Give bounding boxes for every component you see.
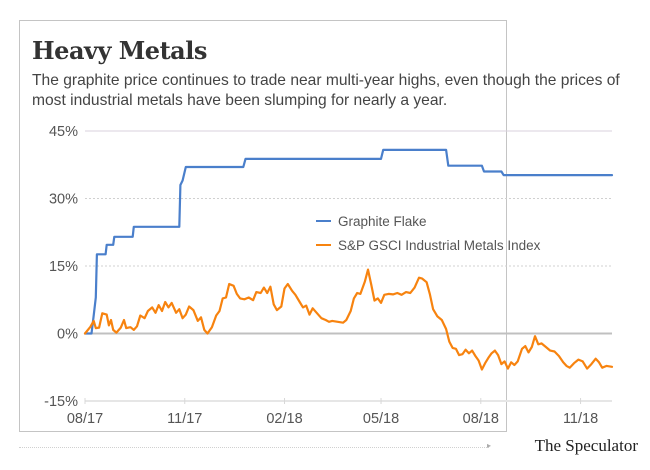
x-tick-label: 02/18 [266, 411, 302, 427]
chart-title: Heavy Metals [32, 36, 207, 65]
x-axis: 08/17 11/17 02/18 05/18 08/18 11/18 [67, 398, 598, 427]
y-tick-label: 0% [57, 327, 78, 343]
series-line-graphite-flake [83, 148, 614, 335]
y-tick-label: -15% [44, 394, 78, 410]
series-layer [83, 148, 614, 371]
chart-frame [19, 20, 507, 432]
y-tick-label: 45% [49, 124, 78, 140]
legend-label-graphite-flake: Graphite Flake [338, 214, 427, 229]
y-axis: -15% 0% 15% 30% 45% [44, 124, 78, 410]
x-tick-label: 11/18 [563, 411, 598, 427]
x-tick-label: 08/17 [67, 411, 103, 427]
chart-subtitle: The graphite price continues to trade ne… [32, 72, 620, 109]
y-tick-label: 30% [49, 192, 78, 208]
series-line-industrial-metals-index [83, 268, 614, 371]
publisher-brand: The Speculator [534, 436, 638, 455]
y-tick-label: 15% [49, 259, 78, 275]
legend: Graphite Flake S&P GSCI Industrial Metals… [316, 214, 541, 253]
x-tick-label: 08/18 [463, 411, 499, 427]
x-tick-label: 11/17 [167, 411, 202, 427]
footer-arrow-icon: ▸ [487, 441, 492, 450]
legend-label-industrial-metals-index: S&P GSCI Industrial Metals Index [338, 238, 541, 253]
gridlines [85, 130, 612, 402]
footer-divider [19, 447, 489, 448]
x-tick-label: 05/18 [363, 411, 399, 427]
